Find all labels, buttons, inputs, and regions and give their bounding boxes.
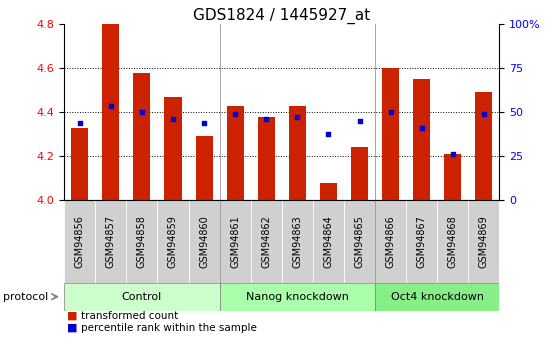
Text: GSM94859: GSM94859 <box>168 215 178 268</box>
Text: GSM94856: GSM94856 <box>75 215 85 268</box>
Bar <box>475 92 492 200</box>
Point <box>479 111 488 117</box>
Text: Nanog knockdown: Nanog knockdown <box>246 292 349 302</box>
FancyBboxPatch shape <box>313 200 344 283</box>
Point <box>355 118 364 124</box>
Bar <box>195 136 213 200</box>
Point <box>324 131 333 137</box>
Bar <box>258 117 275 200</box>
Bar <box>133 72 151 200</box>
Point <box>417 125 426 130</box>
FancyBboxPatch shape <box>251 200 282 283</box>
Text: ■: ■ <box>67 311 78 321</box>
Bar <box>227 106 244 200</box>
Point <box>386 109 395 115</box>
Text: Control: Control <box>122 292 162 302</box>
Bar <box>375 283 499 310</box>
FancyBboxPatch shape <box>64 200 95 283</box>
Bar <box>289 106 306 200</box>
Bar <box>351 147 368 200</box>
Bar <box>320 183 337 200</box>
FancyBboxPatch shape <box>189 200 220 283</box>
FancyBboxPatch shape <box>375 200 406 283</box>
Point <box>137 109 146 115</box>
Point <box>169 116 177 121</box>
Point <box>107 103 116 108</box>
Text: GSM94866: GSM94866 <box>386 215 396 268</box>
Text: GSM94860: GSM94860 <box>199 215 209 268</box>
Bar <box>382 68 399 200</box>
Text: ■: ■ <box>67 323 78 333</box>
Text: GSM94865: GSM94865 <box>354 215 364 268</box>
Point <box>293 114 302 119</box>
Point <box>200 120 209 126</box>
FancyBboxPatch shape <box>468 200 499 283</box>
Text: percentile rank within the sample: percentile rank within the sample <box>81 323 257 333</box>
FancyBboxPatch shape <box>282 200 313 283</box>
Text: GSM94862: GSM94862 <box>261 215 271 268</box>
FancyBboxPatch shape <box>95 200 126 283</box>
Title: GDS1824 / 1445927_at: GDS1824 / 1445927_at <box>193 8 371 24</box>
Bar <box>102 24 119 200</box>
FancyBboxPatch shape <box>437 200 468 283</box>
Point <box>262 116 271 121</box>
FancyBboxPatch shape <box>344 200 375 283</box>
Text: GSM94857: GSM94857 <box>106 215 116 268</box>
Bar <box>165 97 181 200</box>
Text: GSM94868: GSM94868 <box>448 215 458 268</box>
Text: GSM94863: GSM94863 <box>292 215 302 268</box>
Text: GSM94861: GSM94861 <box>230 215 240 268</box>
Text: protocol: protocol <box>3 292 48 302</box>
FancyBboxPatch shape <box>220 200 251 283</box>
Point <box>230 111 239 117</box>
Bar <box>71 128 88 200</box>
FancyBboxPatch shape <box>157 200 189 283</box>
Bar <box>64 283 220 310</box>
Point <box>448 151 457 157</box>
FancyBboxPatch shape <box>126 200 157 283</box>
Text: GSM94869: GSM94869 <box>479 215 489 268</box>
Text: transformed count: transformed count <box>81 311 178 321</box>
Bar <box>444 154 461 200</box>
FancyBboxPatch shape <box>406 200 437 283</box>
Text: Oct4 knockdown: Oct4 knockdown <box>391 292 484 302</box>
Text: GSM94858: GSM94858 <box>137 215 147 268</box>
Text: GSM94864: GSM94864 <box>324 215 334 268</box>
Text: GSM94867: GSM94867 <box>417 215 427 268</box>
Bar <box>220 283 375 310</box>
Bar <box>413 79 430 200</box>
Point <box>75 120 84 126</box>
